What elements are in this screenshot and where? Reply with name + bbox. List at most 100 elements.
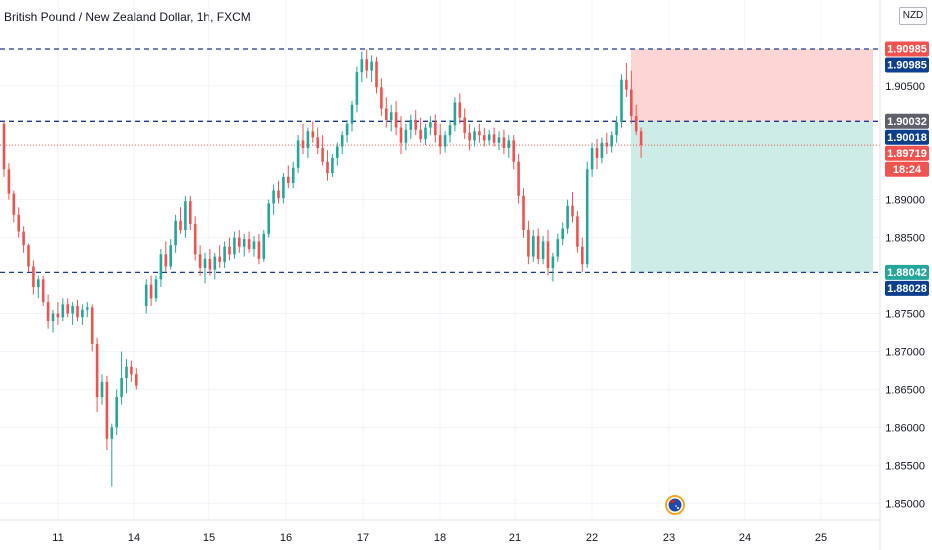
candle-body [144, 284, 148, 306]
candle [615, 116, 618, 143]
candle [198, 245, 202, 276]
candle [66, 298, 69, 318]
candle [22, 226, 25, 253]
price-tag: 1.88042 [885, 264, 929, 280]
candle [287, 165, 290, 189]
candle-body [7, 169, 11, 194]
candle-body [32, 266, 35, 287]
candle [571, 192, 574, 223]
candle [46, 294, 50, 329]
time-tick-label: 18 [434, 532, 446, 544]
currency-selector[interactable]: NZD [899, 7, 927, 25]
candle [590, 142, 594, 177]
candle-body [355, 72, 359, 105]
candle-body [76, 305, 79, 318]
chart-title: British Pound / New Zealand Dollar, 1h, … [4, 10, 251, 24]
candle-body [218, 256, 221, 262]
candle-body [179, 220, 182, 231]
candle [429, 116, 432, 136]
candle-body [66, 304, 69, 314]
candle-body [56, 313, 60, 318]
candle [257, 233, 261, 265]
candle [630, 70, 633, 124]
candle-body [198, 254, 202, 268]
candle [375, 56, 378, 94]
price-tag-bg [885, 145, 929, 161]
candle-body [340, 135, 344, 147]
candle [37, 275, 40, 299]
price-tag: 1.89719 [885, 145, 929, 161]
candle [634, 104, 638, 136]
candle-body [502, 137, 506, 149]
candle [409, 114, 413, 139]
candle [56, 302, 60, 325]
candle [487, 129, 491, 145]
candle [223, 241, 226, 268]
candle [502, 129, 506, 155]
position-zones [631, 48, 873, 273]
candle-body [380, 87, 383, 109]
stop-loss-zone [631, 48, 873, 122]
candle [81, 304, 84, 325]
candle [522, 188, 525, 238]
candle-body [46, 302, 50, 322]
candle-body [321, 148, 324, 162]
candle [434, 114, 437, 143]
candle [179, 207, 182, 234]
candle [12, 190, 16, 223]
candle-body [130, 366, 133, 375]
candle-body [370, 61, 373, 71]
candle-body [566, 205, 569, 229]
price-tag: 1.90018 [885, 129, 929, 145]
candle-body [532, 236, 535, 257]
candle [340, 131, 344, 155]
candle [345, 119, 349, 143]
candle [321, 135, 324, 166]
candle-body [193, 223, 197, 255]
price-tag-bg [885, 280, 929, 296]
candle [370, 55, 373, 82]
price-tag-bg [885, 57, 929, 73]
candle [208, 248, 212, 276]
candle-body [512, 140, 515, 162]
price-axis[interactable]: 1.85000 1.85500 1.86000 1.86500 1.87000 1.875… [885, 81, 925, 511]
candle [620, 74, 623, 128]
price-tag: 1.90985 [885, 41, 929, 57]
candle [468, 123, 471, 151]
candle [497, 131, 501, 151]
candle [159, 248, 163, 287]
candle-body [458, 102, 462, 118]
candle [105, 375, 109, 451]
candle-body [164, 254, 168, 267]
candle [595, 138, 599, 170]
price-tag-bg [885, 113, 929, 129]
candle [51, 309, 55, 333]
price-tag-bg [885, 161, 929, 177]
price-tick-label: 1.87500 [885, 309, 925, 321]
candle-body [149, 284, 153, 299]
candle-body [507, 140, 511, 149]
candle [301, 123, 305, 155]
candle-body [326, 161, 329, 174]
take-profit-zone [631, 121, 873, 273]
candle-body [350, 104, 354, 124]
candle-body [409, 119, 413, 130]
candle [424, 123, 427, 145]
candle [380, 78, 383, 117]
candle [639, 127, 643, 158]
candle-body [331, 157, 334, 174]
candle-body [630, 89, 633, 117]
candle-body [100, 381, 104, 398]
candle [228, 237, 231, 261]
candle [585, 161, 589, 268]
candle [355, 66, 359, 113]
candle-body [399, 127, 403, 143]
candle-body [487, 134, 491, 141]
price-tag: 1.90032 [885, 113, 929, 129]
candle-body [81, 309, 84, 318]
candle [125, 359, 128, 394]
time-axis[interactable]: 11 14 15 16 17 18 21 22 23 24 25 [52, 532, 827, 544]
event-flag-icon[interactable] [665, 495, 685, 515]
candle [350, 100, 354, 132]
